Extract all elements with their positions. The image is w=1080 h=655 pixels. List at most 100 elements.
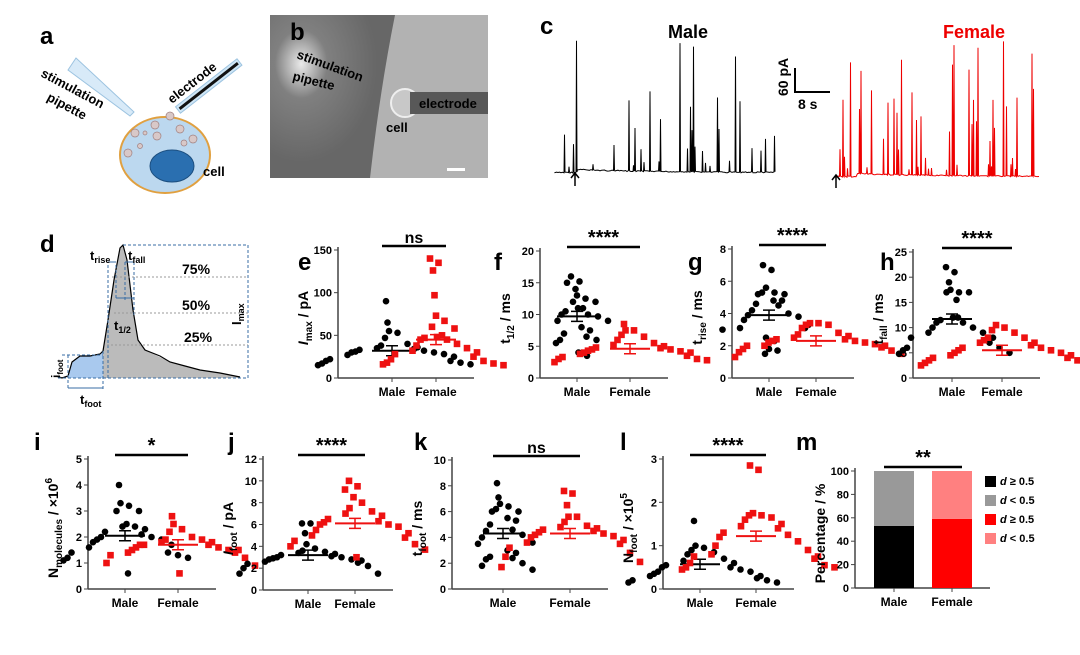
legend-symbol: d bbox=[1000, 495, 1007, 507]
female-data-point bbox=[921, 359, 929, 367]
male-data-point bbox=[124, 570, 132, 577]
female-data-point bbox=[385, 521, 392, 528]
y-label-sub: max bbox=[304, 321, 315, 341]
female-trace-title: Female bbox=[943, 22, 1005, 42]
female-data-point bbox=[583, 522, 591, 530]
male-data-point bbox=[763, 577, 771, 584]
female-data-point bbox=[768, 514, 775, 521]
female-data-point bbox=[743, 342, 751, 350]
male-data-point bbox=[381, 334, 389, 342]
male-data-point bbox=[563, 279, 571, 287]
y-tick-label: 100 bbox=[831, 466, 849, 478]
panel-b: b stimulation pipette electrode cell bbox=[270, 15, 488, 178]
x-tick-label: Female bbox=[931, 595, 973, 609]
female-data-point bbox=[431, 291, 438, 299]
male-data-point bbox=[778, 297, 786, 304]
y-label-sub: 1/2 bbox=[506, 325, 517, 339]
male-data-point bbox=[115, 481, 123, 489]
female-data-point bbox=[580, 349, 588, 356]
male-data-point bbox=[720, 555, 728, 562]
female-data-point bbox=[401, 534, 409, 541]
male-data-point bbox=[385, 327, 393, 335]
female-data-point bbox=[917, 362, 925, 369]
female-data-point bbox=[682, 564, 690, 571]
female-data-point bbox=[790, 334, 798, 341]
female-data-point bbox=[959, 344, 966, 352]
female-data-point bbox=[375, 517, 382, 525]
panel-letter-c: c bbox=[540, 13, 553, 40]
male-data-point bbox=[895, 350, 903, 358]
female-data-point bbox=[1074, 357, 1080, 364]
y-tick-label: 4 bbox=[76, 480, 83, 492]
imax-label: Imax bbox=[229, 303, 246, 325]
male-data-point bbox=[467, 361, 474, 368]
x-tick-label: Male bbox=[490, 596, 517, 610]
foot-area bbox=[68, 351, 103, 378]
female-data-point bbox=[749, 509, 757, 517]
y-tick-label: 8 bbox=[720, 244, 726, 256]
y-tick-label: 0 bbox=[76, 584, 82, 596]
female-data-point bbox=[626, 549, 634, 557]
male-data-point bbox=[440, 350, 448, 358]
y-tick-label: 4 bbox=[251, 541, 258, 553]
female-data-point bbox=[1021, 334, 1028, 341]
female-data-point bbox=[316, 521, 324, 528]
guide-lines bbox=[56, 244, 249, 390]
female-data-point bbox=[411, 540, 419, 548]
x-tick-label: Female bbox=[981, 385, 1023, 399]
legend-symbol: d bbox=[1000, 514, 1007, 526]
male-data-point bbox=[740, 316, 748, 324]
y-tick-label: 10 bbox=[434, 455, 446, 467]
stacked-bar-segment bbox=[874, 471, 914, 526]
male-data-point bbox=[60, 557, 67, 564]
female-data-point bbox=[166, 528, 173, 536]
female-data-point bbox=[667, 346, 674, 353]
y-tick-label: 20 bbox=[895, 272, 907, 284]
female-data-point bbox=[1011, 329, 1018, 336]
female-data-point bbox=[1027, 341, 1035, 349]
y-axis-label: tfall / ms bbox=[870, 293, 890, 344]
female-data-point bbox=[769, 337, 776, 345]
male-data-point bbox=[762, 284, 770, 292]
female-data-point bbox=[735, 348, 743, 356]
y-label-unit: / ms bbox=[497, 293, 513, 325]
female-data-point bbox=[845, 332, 852, 340]
y-label-base: Percentage / % bbox=[812, 483, 828, 583]
female-data-point bbox=[555, 355, 562, 363]
male-data-point bbox=[311, 545, 319, 552]
female-data-point bbox=[741, 516, 749, 523]
female-data-point bbox=[103, 559, 110, 567]
female-data-point bbox=[379, 361, 387, 368]
male-data-point bbox=[775, 302, 782, 309]
female-data-point bbox=[429, 267, 437, 274]
y-tick-label: 2 bbox=[440, 558, 446, 570]
significance-label: ns bbox=[405, 230, 424, 247]
panel-letter-a: a bbox=[40, 23, 54, 50]
electrode-label: electrode bbox=[419, 96, 477, 111]
y-label-unit: / pA bbox=[220, 502, 236, 532]
y-label-base: t bbox=[870, 340, 886, 345]
female-data-point bbox=[1067, 352, 1075, 359]
female-data-point bbox=[951, 349, 958, 357]
t-half-label: t1/2 bbox=[114, 318, 131, 335]
male-data-point bbox=[348, 556, 355, 563]
female-data-point bbox=[531, 531, 539, 539]
panel-letter-g: g bbox=[688, 249, 703, 276]
female-data-point bbox=[693, 355, 701, 363]
y-tick-label: 0 bbox=[651, 584, 657, 596]
male-data-point bbox=[240, 564, 247, 572]
female-data-point bbox=[170, 520, 177, 528]
female-data-point bbox=[584, 347, 592, 354]
female-data-point bbox=[758, 512, 765, 519]
female-data-point bbox=[988, 326, 996, 334]
y-label-base: N bbox=[45, 568, 61, 578]
male-data-point bbox=[986, 339, 993, 347]
female-data-point bbox=[610, 341, 617, 349]
y-axis-label: trise / ms bbox=[689, 290, 709, 345]
male-data-point bbox=[573, 292, 581, 299]
female-data-point bbox=[1057, 349, 1065, 357]
female-data-point bbox=[291, 537, 298, 545]
electrode-image bbox=[410, 92, 488, 114]
